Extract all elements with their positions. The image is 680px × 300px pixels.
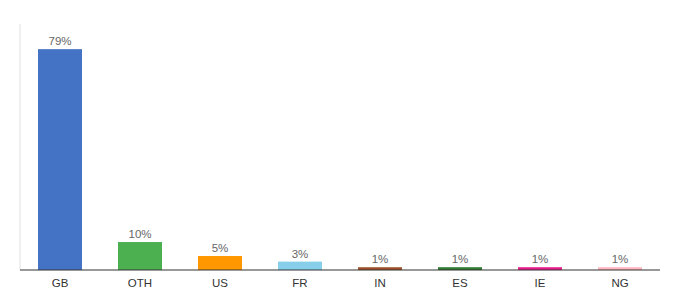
bar (278, 262, 322, 270)
data-label: 1% (612, 253, 629, 265)
x-tick-label: ES (452, 277, 468, 289)
x-axis-line (20, 269, 660, 270)
y-axis-line (20, 24, 21, 270)
chart: 79% 10% 5% 3% 1% 1% 1% 1% GB OTH US FR IN ES IE NG (0, 0, 680, 300)
bar (38, 49, 82, 270)
bar (118, 242, 162, 270)
x-tick-label: GB (52, 277, 69, 289)
data-label: 79% (48, 35, 71, 47)
x-tick-label: NG (611, 277, 628, 289)
chart-container: 79% 10% 5% 3% 1% 1% 1% 1% GB OTH US FR IN ES IE NG (0, 0, 680, 300)
data-label: 5% (212, 242, 229, 254)
x-tick-label: IN (374, 277, 386, 289)
x-tick-label: FR (292, 277, 307, 289)
data-label: 10% (128, 228, 151, 240)
x-tick-labels: GB OTH US FR IN ES IE NG (52, 277, 629, 289)
data-label: 1% (372, 253, 389, 265)
x-tick-label: US (212, 277, 228, 289)
bars (38, 49, 642, 270)
data-labels: 79% 10% 5% 3% 1% 1% 1% 1% (48, 35, 628, 265)
data-label: 1% (532, 253, 549, 265)
data-label: 1% (452, 253, 469, 265)
data-label: 3% (292, 248, 309, 260)
bar (198, 256, 242, 270)
x-tick-label: IE (535, 277, 546, 289)
x-tick-label: OTH (128, 277, 152, 289)
